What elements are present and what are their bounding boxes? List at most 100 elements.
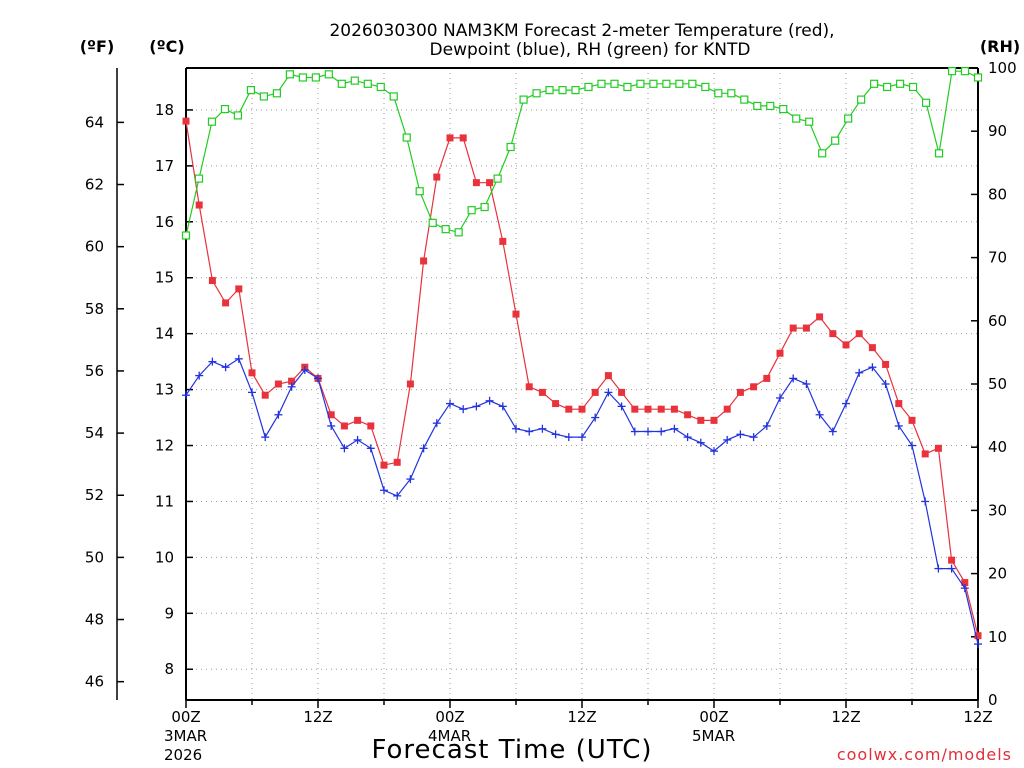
rh-point bbox=[921, 98, 931, 107]
rh-point bbox=[597, 79, 606, 88]
rh-point bbox=[272, 89, 281, 98]
rh-point bbox=[441, 225, 450, 234]
rh-point bbox=[259, 92, 269, 101]
rh-point bbox=[623, 82, 632, 92]
celsius-tick-label: 16 bbox=[155, 213, 174, 231]
rh-point bbox=[194, 174, 204, 183]
dewpoint-point bbox=[762, 421, 771, 430]
rh-point bbox=[947, 67, 957, 76]
rh-tick-label: 20 bbox=[988, 565, 1007, 583]
rh-unit-label: (RH) bbox=[980, 37, 1020, 56]
temperature-point bbox=[222, 299, 230, 307]
celsius-tick-label: 11 bbox=[155, 492, 174, 510]
rh-point bbox=[934, 149, 944, 158]
temperature-point bbox=[459, 134, 467, 142]
rh-point bbox=[610, 79, 619, 88]
temperature-point bbox=[908, 416, 916, 424]
fahrenheit-tick-label: 54 bbox=[85, 424, 104, 442]
rh-point bbox=[545, 86, 554, 95]
dewpoint-point bbox=[551, 430, 560, 439]
celsius-tick-label: 8 bbox=[164, 660, 174, 678]
temperature-point bbox=[565, 405, 573, 413]
rh-point bbox=[519, 95, 528, 104]
rh-point bbox=[973, 73, 983, 82]
temperature-point bbox=[552, 400, 560, 408]
dewpoint-point bbox=[512, 424, 520, 433]
rh-point bbox=[454, 228, 463, 237]
dewpoint-point bbox=[380, 486, 388, 495]
dewpoint-point bbox=[591, 413, 600, 422]
dewpoint-point bbox=[815, 410, 824, 419]
temperature-point bbox=[472, 179, 480, 187]
rh-point bbox=[753, 101, 762, 111]
rh-tick-label: 80 bbox=[988, 185, 1007, 203]
rh-point bbox=[675, 79, 684, 88]
celsius-unit-label: (ºC) bbox=[149, 37, 184, 56]
dewpoint-point bbox=[736, 430, 745, 439]
temperature-point bbox=[618, 388, 626, 396]
temperature-point bbox=[525, 383, 533, 391]
dewpoint-point bbox=[855, 368, 864, 377]
temperature-point bbox=[697, 416, 705, 424]
rh-point bbox=[207, 117, 217, 126]
rh-point bbox=[181, 231, 191, 240]
dewpoint-point bbox=[710, 447, 718, 456]
temperature-point bbox=[670, 405, 678, 413]
dewpoint-point bbox=[472, 402, 481, 411]
dewpoint-point bbox=[657, 427, 666, 436]
dewpoint-point bbox=[274, 410, 283, 419]
temperature-point bbox=[591, 388, 599, 396]
temperature-point bbox=[776, 349, 784, 357]
dewpoint-point bbox=[327, 421, 336, 430]
dewpoint-point bbox=[406, 475, 415, 484]
rh-point bbox=[311, 73, 320, 82]
temperature-point bbox=[604, 372, 612, 380]
rh-tick-label: 70 bbox=[988, 249, 1007, 267]
temperature-point bbox=[631, 405, 639, 413]
x-axis-title: Forecast Time (UTC) bbox=[371, 735, 652, 765]
dewpoint-point bbox=[578, 433, 586, 442]
temperature-point bbox=[921, 450, 929, 458]
x-tick-year-label: 2026 bbox=[164, 746, 202, 764]
rh-point bbox=[649, 79, 658, 88]
rh-point bbox=[415, 187, 424, 196]
rh-point bbox=[766, 101, 775, 111]
temperature-point bbox=[235, 285, 243, 293]
dewpoint-point bbox=[353, 435, 362, 444]
rh-point bbox=[363, 79, 372, 88]
dewpoint-point bbox=[564, 433, 573, 442]
rh-point bbox=[883, 82, 892, 92]
temperature-point bbox=[367, 422, 375, 430]
rh-point bbox=[428, 218, 437, 227]
dewpoint-point bbox=[419, 444, 428, 453]
temperature-point bbox=[895, 400, 903, 408]
rh-point bbox=[285, 70, 294, 79]
x-tick-label: 00Z bbox=[699, 708, 728, 726]
dewpoint-point bbox=[828, 427, 837, 436]
grid-lines bbox=[186, 68, 978, 700]
x-tick-date-label: 3MAR bbox=[164, 727, 207, 745]
temperature-point bbox=[657, 405, 665, 413]
rh-point bbox=[831, 136, 840, 145]
dewpoint-point bbox=[960, 584, 969, 593]
fahrenheit-unit-label: (ºF) bbox=[80, 37, 115, 56]
rh-point bbox=[376, 82, 385, 92]
dewpoint-point bbox=[485, 396, 494, 405]
rh-tick-label: 60 bbox=[988, 312, 1007, 330]
rh-point bbox=[792, 114, 801, 123]
temperature-point bbox=[763, 374, 771, 382]
rh-point bbox=[571, 86, 580, 95]
fahrenheit-tick-label: 62 bbox=[85, 176, 104, 194]
temperature-point bbox=[340, 422, 348, 430]
rh-point bbox=[233, 111, 243, 120]
rh-tick-label: 90 bbox=[988, 122, 1007, 140]
rh-point bbox=[493, 174, 502, 183]
temperature-point bbox=[802, 324, 810, 332]
dewpoint-point bbox=[287, 382, 296, 391]
dewpoint-point bbox=[947, 564, 956, 573]
temperature-point bbox=[499, 237, 507, 245]
x-tick-date-label: 5MAR bbox=[692, 727, 735, 745]
temperature-point bbox=[948, 556, 956, 564]
dewpoint-point bbox=[644, 427, 652, 436]
celsius-tick-label: 15 bbox=[155, 269, 174, 287]
